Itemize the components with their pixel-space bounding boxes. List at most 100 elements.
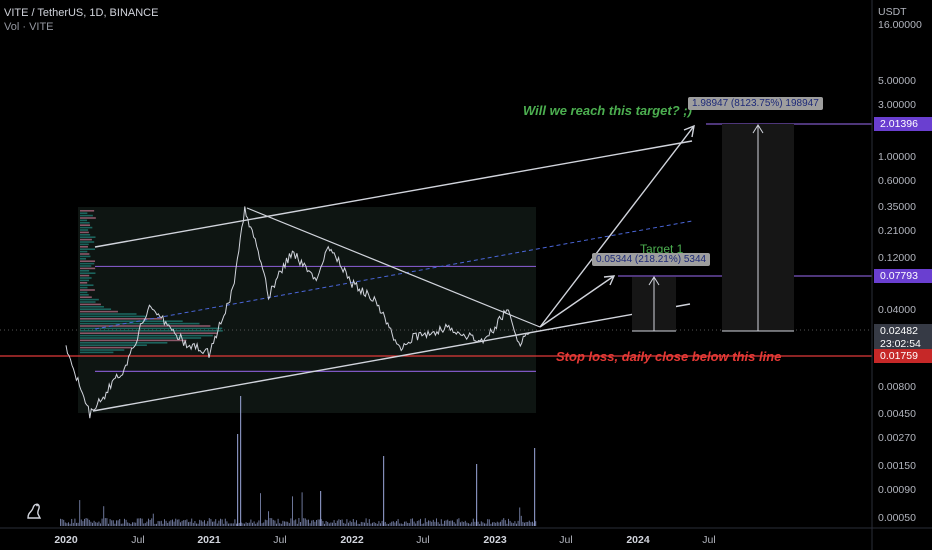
volume-bar [370,524,371,526]
volume-bar [255,524,256,526]
volume-bar [114,524,115,526]
volume-bar [529,521,530,526]
profile-bar [80,244,89,246]
volume-bar [481,521,482,526]
volume-bar [274,521,275,526]
y-tick-label: 0.04000 [872,304,932,316]
y-tick-label: 5.00000 [872,75,932,87]
profile-bar [80,340,186,342]
profile-bar [80,265,91,267]
y-tick-label: 0.60000 [872,175,932,187]
volume-bar [284,521,285,526]
volume-bar [511,523,512,526]
volume-bar [508,519,509,526]
volume-bar [140,518,141,526]
y-tick-label: 0.00270 [872,432,932,444]
volume-bar [298,518,299,526]
profile-bar [80,263,94,265]
volume-bar [250,520,251,526]
volume-bar [270,518,271,526]
volume-bar [290,518,291,526]
volume-bar [527,522,528,526]
chart-header: VITE / TetherUS, 1D, BINANCE Vol · VITE [4,6,158,34]
profile-bar [80,313,137,315]
volume-bar [247,523,248,526]
volume-bar [436,518,437,526]
volume-bar [428,520,429,526]
volume-bar [286,522,287,526]
volume-bar [95,522,96,526]
volume-bar [188,522,189,526]
volume-bar [249,523,250,526]
volume-bar [98,522,99,526]
volume-bar [518,521,519,526]
volume-bar [177,520,178,526]
volume-bar [70,524,71,526]
profile-bar [80,325,210,327]
y-tick-label: 16.00000 [872,19,932,31]
volume-bar [217,523,218,526]
volume-bar [143,523,144,526]
volume-bar [279,523,280,526]
tradingview-logo-icon[interactable] [24,498,48,522]
volume-bar [366,518,367,526]
profile-bar [80,227,92,229]
volume-bar [398,519,399,526]
volume-bar [135,523,136,526]
volume-bar [252,523,253,526]
volume-bar [81,520,82,526]
volume-bar [276,524,277,526]
profile-bar [80,344,147,346]
volume-bar [462,521,463,526]
x-tick-label: 2021 [197,534,220,546]
profile-bar [80,330,223,332]
profile-bar [80,349,124,351]
volume-bar [510,521,511,526]
profile-bar [80,318,162,320]
y-tick-label: 0.00450 [872,408,932,420]
volume-bar [330,522,331,526]
volume-bar [335,523,336,526]
volume-legend[interactable]: Vol · VITE [4,20,158,34]
volume-bar [153,514,154,526]
volume-bar [478,522,479,526]
volume-bar [497,522,498,526]
volume-bar [79,500,80,526]
volume-bar [297,524,298,526]
volume-bar [374,522,375,526]
volume-bar [228,524,229,526]
volume-bar [202,522,203,526]
volume-bar [185,520,186,526]
volume-bar [60,519,61,526]
volume-bar [490,524,491,526]
x-tick-label: 2022 [340,534,363,546]
volume-bar [506,524,507,526]
volume-bar [402,524,403,526]
volume-bar [218,521,219,526]
volume-bar [146,522,147,526]
profile-bar [80,337,201,339]
volume-bar [521,516,522,526]
volume-bar [129,523,130,526]
volume-bar [519,507,520,526]
target-big-label: 1.98947 (8123.75%) 198947 [688,97,823,110]
volume-bar [89,520,90,526]
profile-bar [80,229,88,231]
profile-bar [80,311,118,313]
symbol-title[interactable]: VITE / TetherUS, 1D, BINANCE [4,6,158,20]
volume-bar [169,521,170,526]
volume-bar [90,522,91,526]
volume-bar [460,522,461,526]
volume-bar [454,522,455,526]
volume-bar [121,524,122,526]
x-tick-label: Jul [559,534,572,546]
volume-bar [212,522,213,526]
profile-bar [80,270,89,272]
x-tick-label: Jul [273,534,286,546]
volume-bar [484,523,485,526]
volume-bar [386,524,387,526]
volume-bar [338,519,339,526]
volume-bar [396,521,397,526]
volume-bar [260,493,261,526]
